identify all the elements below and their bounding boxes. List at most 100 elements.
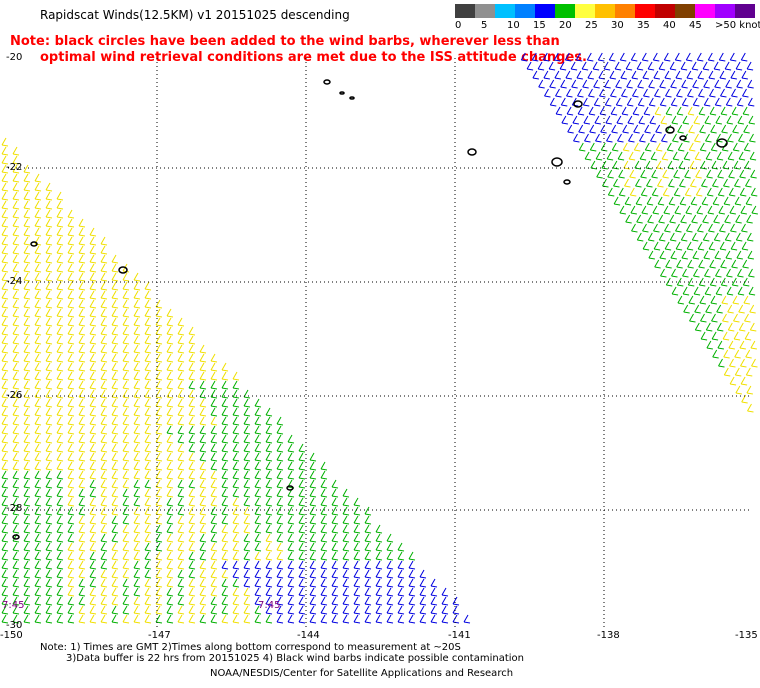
- wind-barb: [331, 605, 339, 615]
- wind-barb: [199, 569, 207, 579]
- wind-barb: [618, 187, 626, 197]
- wind-barb: [122, 569, 130, 579]
- wind-barb: [659, 250, 666, 260]
- wind-barb: [654, 106, 662, 116]
- wind-barb: [653, 241, 661, 251]
- lat-label-2: -24: [6, 276, 23, 287]
- wind-barb: [1, 272, 9, 282]
- wind-barb: [652, 205, 659, 215]
- wind-barb: [56, 587, 64, 597]
- wind-barb: [594, 115, 601, 125]
- wind-barb: [12, 524, 20, 534]
- wind-barb: [67, 362, 75, 372]
- wind-barb: [78, 515, 86, 525]
- wind-barb: [375, 596, 383, 606]
- wind-barb: [45, 380, 53, 390]
- wind-barb: [716, 322, 724, 332]
- wind-barb: [188, 587, 196, 597]
- wind-barb: [177, 317, 185, 327]
- wind-barb: [646, 178, 653, 188]
- wind-barb: [23, 488, 31, 498]
- wind-barb: [78, 227, 86, 237]
- wind-barb: [12, 308, 20, 318]
- wind-barb: [1, 416, 9, 426]
- wind-barb: [1, 254, 9, 264]
- wind-barb: [660, 268, 667, 278]
- legend-swatch-13: [715, 4, 735, 18]
- wind-barb: [34, 362, 42, 372]
- wind-barb: [320, 533, 328, 543]
- wind-barb: [12, 614, 20, 624]
- wind-barb: [177, 605, 185, 615]
- wind-barb: [144, 326, 152, 336]
- wind-barb: [166, 362, 174, 372]
- wind-barb: [555, 106, 563, 116]
- wind-barb: [746, 385, 753, 395]
- wind-barb: [12, 353, 20, 363]
- wind-barb: [34, 344, 42, 354]
- wind-barb: [604, 79, 611, 89]
- wind-barb: [705, 133, 712, 143]
- wind-barb: [582, 79, 589, 89]
- wind-barb: [166, 587, 174, 597]
- wind-barb: [111, 299, 119, 309]
- wind-barb: [729, 52, 737, 62]
- wind-barb: [675, 241, 683, 251]
- wind-barb: [320, 461, 328, 471]
- wind-barb: [78, 272, 86, 282]
- wind-barb: [210, 542, 218, 552]
- wind-barb: [67, 605, 75, 615]
- wind-barb: [221, 542, 229, 552]
- wind-barb: [709, 259, 716, 269]
- wind-barb: [12, 506, 20, 516]
- wind-barb: [745, 196, 753, 206]
- wind-barb: [408, 578, 416, 588]
- wind-barb: [23, 290, 31, 300]
- wind-barb: [698, 88, 705, 98]
- wind-barb: [221, 596, 229, 606]
- wind-barb: [100, 434, 108, 444]
- wind-barb: [133, 524, 141, 534]
- wind-barb: [133, 452, 141, 462]
- wind-barb: [56, 551, 64, 561]
- wind-barb: [34, 254, 42, 264]
- wind-barb: [716, 151, 724, 161]
- wind-barb: [1, 425, 9, 435]
- wind-barb: [654, 259, 661, 269]
- wind-barb: [559, 61, 567, 71]
- wind-barb: [254, 443, 262, 453]
- wind-barb: [67, 452, 75, 462]
- wind-barb: [67, 470, 75, 480]
- wind-barb: [1, 434, 9, 444]
- wind-barb: [67, 425, 75, 435]
- wind-barb: [111, 371, 119, 381]
- wind-barb: [23, 362, 31, 372]
- wind-barb: [1, 389, 9, 399]
- wind-barb: [155, 569, 163, 579]
- wind-barb: [699, 124, 706, 134]
- wind-barb: [408, 551, 416, 561]
- wind-barb: [155, 533, 163, 543]
- wind-barb: [56, 263, 64, 273]
- wind-barb: [78, 236, 86, 246]
- wind-barb: [1, 299, 9, 309]
- wind-barb: [56, 290, 64, 300]
- wind-barb: [188, 362, 196, 372]
- island-outline: [467, 148, 477, 156]
- wind-barb: [188, 605, 196, 615]
- wind-barb: [221, 470, 229, 480]
- wind-barb: [34, 173, 42, 183]
- wind-barb: [23, 470, 31, 480]
- wind-barb: [12, 425, 20, 435]
- wind-barb: [631, 70, 638, 80]
- wind-barb: [166, 605, 174, 615]
- wind-barb: [684, 169, 691, 179]
- wind-barb: [298, 497, 306, 507]
- wind-barb: [254, 560, 262, 570]
- wind-barb: [718, 52, 726, 62]
- wind-barb: [646, 196, 654, 206]
- wind-barb: [67, 353, 75, 363]
- wind-barb: [12, 362, 20, 372]
- wind-barb: [12, 488, 20, 498]
- wind-barb: [177, 353, 185, 363]
